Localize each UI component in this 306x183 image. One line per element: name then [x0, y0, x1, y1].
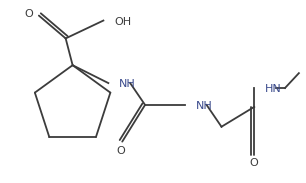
Text: O: O: [250, 158, 259, 169]
Text: NH: NH: [119, 79, 136, 89]
Text: OH: OH: [114, 16, 131, 27]
Text: HN: HN: [265, 84, 282, 94]
Text: O: O: [116, 145, 125, 156]
Text: O: O: [24, 9, 33, 19]
Text: NH: NH: [196, 101, 212, 111]
